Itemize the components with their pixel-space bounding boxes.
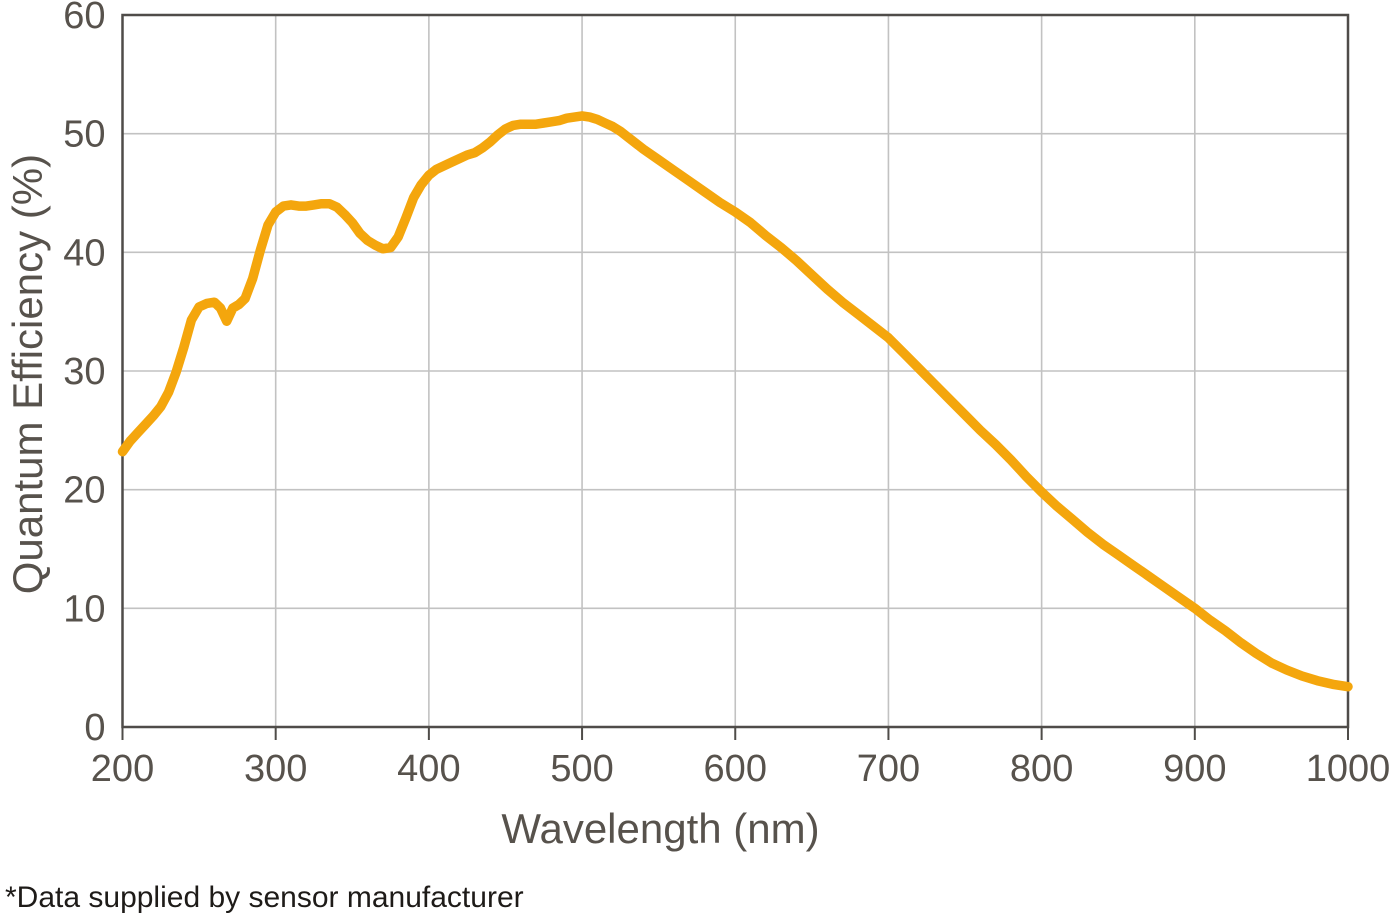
tick-labels-group: 0 10 20 30 40 50 60 200 300 400 500 600 700 800 900 100… xyxy=(63,0,1390,790)
x-axis-title: Wavelength (nm) xyxy=(501,805,820,852)
x-tick-label-600: 600 xyxy=(704,748,767,790)
x-tick-label-200: 200 xyxy=(91,748,154,790)
x-tick-label-800: 800 xyxy=(1010,748,1073,790)
gridlines-group xyxy=(122,15,1348,727)
footnote: *Data supplied by sensor manufacturer xyxy=(5,881,524,914)
series-group xyxy=(117,111,1353,692)
y-axis-title: Quantum Efficiency (%) xyxy=(3,153,51,595)
y-tick-label-10: 10 xyxy=(63,588,105,630)
y-tick-label-20: 20 xyxy=(63,470,105,512)
y-tick-label-30: 30 xyxy=(63,351,105,393)
y-tick-label-60: 60 xyxy=(63,0,105,37)
x-tick-label-500: 500 xyxy=(550,748,613,790)
x-tick-label-700: 700 xyxy=(857,748,920,790)
y-tick-label-50: 50 xyxy=(63,114,105,156)
y-tick-label-40: 40 xyxy=(63,232,105,274)
x-tick-label-900: 900 xyxy=(1163,748,1226,790)
y-tick-label-0: 0 xyxy=(84,707,105,749)
tick-marks-group xyxy=(121,727,1349,740)
x-tick-label-1000: 1000 xyxy=(1306,748,1391,790)
x-tick-label-300: 300 xyxy=(244,748,307,790)
x-tick-label-400: 400 xyxy=(397,748,460,790)
quantum-efficiency-curve xyxy=(117,111,1353,692)
